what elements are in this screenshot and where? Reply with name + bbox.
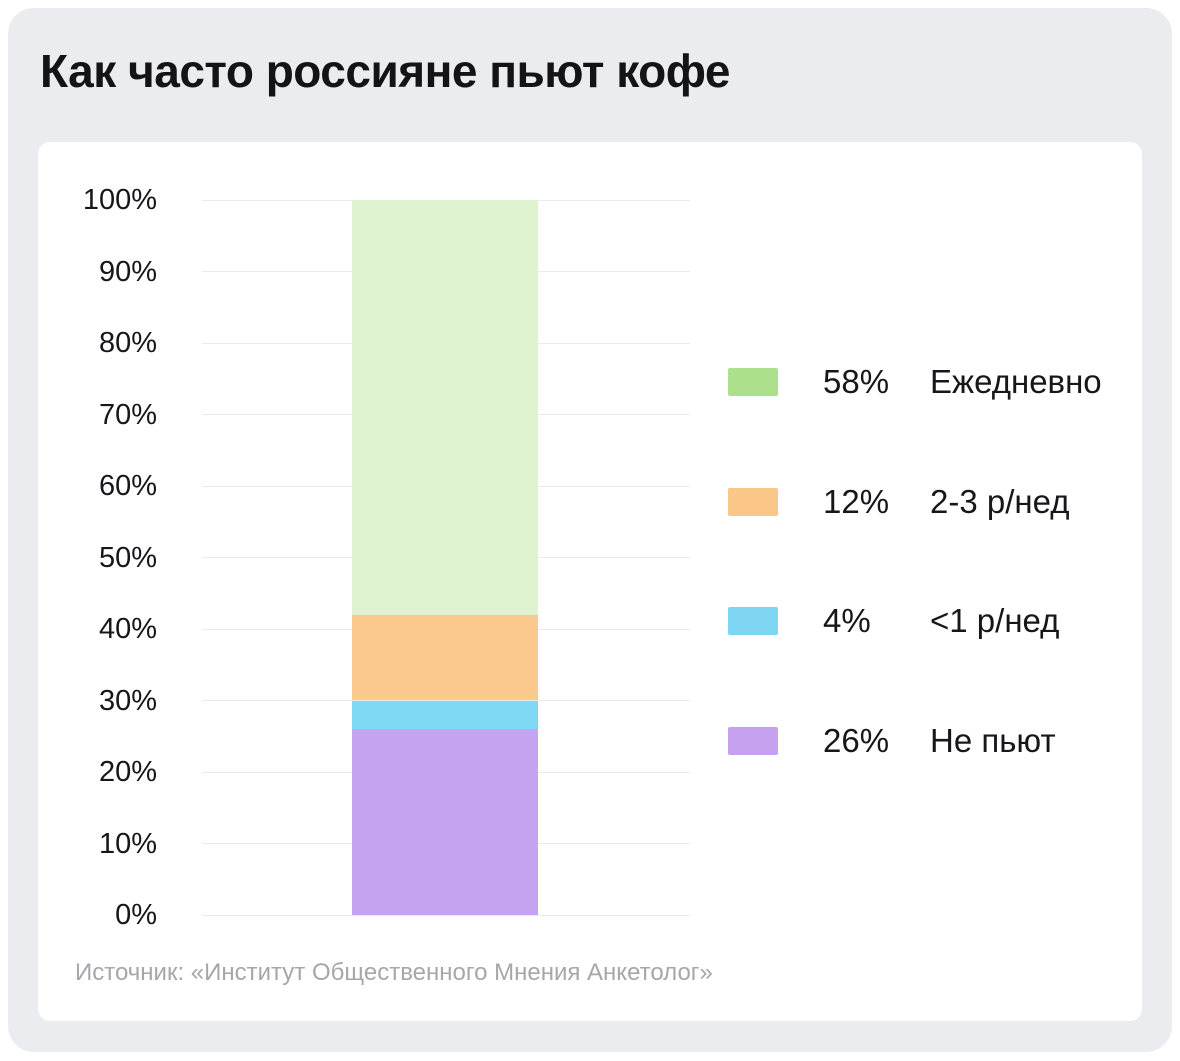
- y-axis-tick-label: 100%: [82, 184, 157, 216]
- y-axis-tick-label: 40%: [98, 613, 157, 645]
- y-axis-tick-label: 0%: [115, 899, 157, 931]
- legend-percent: 58%: [823, 363, 890, 400]
- legend-percent: 26%: [823, 721, 890, 759]
- y-axis-tick-label: 60%: [98, 470, 157, 502]
- y-axis-tick-label: 50%: [98, 541, 157, 574]
- legend-swatch: [728, 368, 778, 396]
- bar-segment-12%: [352, 614, 538, 701]
- legend-swatch: [728, 726, 778, 755]
- y-axis-tick-label: 20%: [98, 756, 157, 788]
- legend-percent: 12%: [823, 482, 890, 520]
- plot-area: 0% 10% 20% 30% 40% 50% 60% 70% 80% 90% 100% 58% Ежед…: [38, 142, 1142, 1021]
- legend-row: 4% <1 р/нед: [728, 602, 1148, 639]
- legend-row: 26% Не пьют: [728, 721, 1148, 759]
- page-title: Как часто россияне пьют кофе: [40, 45, 730, 97]
- y-axis-tick-label: 90%: [98, 255, 157, 288]
- y-axis-tick-label: 80%: [98, 327, 157, 359]
- y-axis-tick-label: 30%: [98, 684, 157, 717]
- legend-row: 12% 2-3 р/нед: [728, 482, 1148, 520]
- gridline: [202, 914, 690, 916]
- gray-canvas: Как часто россияне пьют кофе 0% 10% 20% 30%…: [8, 8, 1172, 1052]
- bar-segment-26%: [352, 729, 538, 915]
- legend-label: Ежедневно: [930, 363, 1102, 400]
- legend-swatch: [728, 487, 778, 516]
- legend-swatch: [728, 607, 778, 635]
- legend-row: 58% Ежедневно: [728, 363, 1148, 400]
- bar-segment-4%: [352, 700, 538, 730]
- y-axis-tick-label: 10%: [98, 827, 157, 860]
- chart-card: 0% 10% 20% 30% 40% 50% 60% 70% 80% 90% 100% 58% Ежед…: [38, 142, 1142, 1021]
- legend-percent: 4%: [823, 602, 871, 639]
- source-note: Источник: «Институт Общественного Мнения…: [75, 959, 713, 986]
- legend-label: <1 р/нед: [930, 602, 1060, 639]
- y-axis-tick-label: 70%: [98, 398, 157, 431]
- bar-segment-58%: [352, 200, 538, 615]
- legend-label: 2-3 р/нед: [930, 482, 1070, 520]
- legend-label: Не пьют: [930, 721, 1056, 759]
